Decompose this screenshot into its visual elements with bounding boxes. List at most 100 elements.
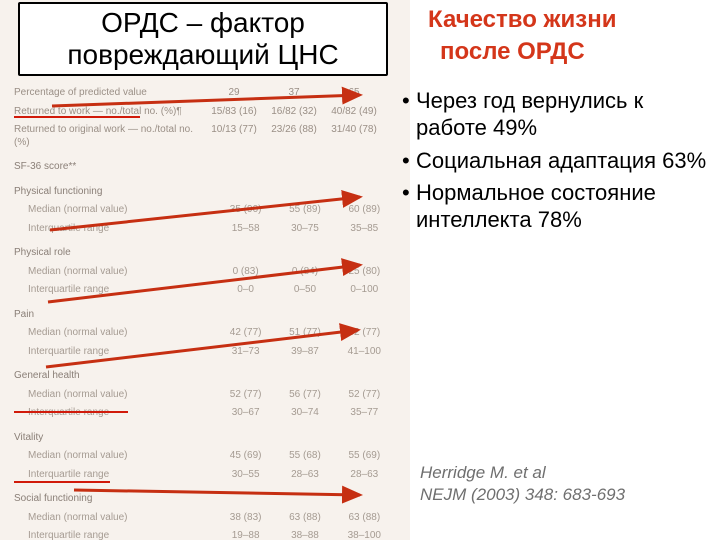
row-cell: 16/82 (32) (264, 106, 324, 119)
row-cell: 55 (68) (275, 450, 334, 463)
table-row: Returned to original work — no./total no… (14, 121, 394, 152)
row-label: Median (normal value) (28, 512, 216, 525)
row-cell: 52 (77) (216, 389, 275, 402)
row-cell: 41–100 (335, 346, 394, 359)
row-cell: 15/83 (16) (204, 106, 264, 119)
table-row: SF-36 score** (14, 158, 394, 177)
callout-box: ОРДС – фактор повреждающий ЦНС (18, 2, 388, 76)
table-row: Returned to work — no./total no. (%)¶15/… (14, 103, 394, 122)
row-cell: 38–100 (335, 530, 394, 540)
row-cell: 30–55 (216, 469, 275, 482)
row-label: Physical functioning (14, 186, 204, 199)
row-cell: 30–75 (275, 223, 334, 236)
row-label: Median (normal value) (28, 450, 216, 463)
table-row: Interquartile range31–7339–8741–100 (14, 343, 394, 362)
row-cell: 29 (204, 87, 264, 100)
row-cell: 0–100 (335, 284, 394, 297)
row-cell: 30–74 (275, 407, 334, 420)
row-cell: 25 (80) (335, 266, 394, 279)
row-cell: 39–87 (275, 346, 334, 359)
row-cell: 28–63 (335, 469, 394, 482)
row-label: Median (normal value) (28, 389, 216, 402)
table-row: Vitality (14, 429, 394, 448)
row-label: Social functioning (14, 493, 204, 506)
row-label: Returned to work — no./total no. (%)¶ (14, 106, 204, 119)
row-cell: 52 (77) (335, 389, 394, 402)
row-label: Interquartile range (28, 223, 216, 236)
row-cell: 38 (83) (216, 512, 275, 525)
table-row: Physical role (14, 244, 394, 263)
row-label: Pain (14, 309, 204, 322)
row-cell: 63 (88) (335, 512, 394, 525)
bullet-item: Социальная адаптация 63% (416, 148, 712, 175)
bullet-text: Нормальное состояние интеллекта 78% (416, 180, 656, 232)
row-label: Interquartile range (28, 346, 216, 359)
table-row: Median (normal value)45 (69)55 (68)55 (6… (14, 447, 394, 466)
citation-line1: Herridge M. et al (420, 462, 625, 484)
row-cell: 35 (90) (216, 204, 275, 217)
row-cell: 35–85 (335, 223, 394, 236)
row-cell: 55 (69) (335, 450, 394, 463)
table-row: Physical functioning (14, 183, 394, 202)
table-row: Interquartile range30–6730–7435–77 (14, 404, 394, 423)
citation: Herridge M. et al NEJM (2003) 348: 683-6… (420, 462, 625, 506)
row-label: Interquartile range (28, 530, 216, 540)
row-cell: 62 (77) (335, 327, 394, 340)
row-cell: 65 (324, 87, 384, 100)
row-cell: 31/40 (78) (324, 124, 384, 149)
row-label: Interquartile range (28, 284, 216, 297)
table-row: Interquartile range0–00–500–100 (14, 281, 394, 300)
table-row: Interquartile range15–5830–7535–85 (14, 220, 394, 239)
row-cell: 19–88 (216, 530, 275, 540)
row-cell: 23/26 (88) (264, 124, 324, 149)
row-cell: 28–63 (275, 469, 334, 482)
row-cell: 31–73 (216, 346, 275, 359)
table-row: Median (normal value)52 (77)56 (77)52 (7… (14, 386, 394, 405)
bullet-list: Через год вернулись к работе 49% Социальн… (402, 88, 712, 240)
row-cell: 0 (83) (216, 266, 275, 279)
table-row: Interquartile range19–8838–8838–100 (14, 527, 394, 540)
table-row: General health (14, 367, 394, 386)
row-label: Interquartile range (28, 407, 216, 420)
table-row: Median (normal value)38 (83)63 (88)63 (8… (14, 509, 394, 528)
row-cell: 63 (88) (275, 512, 334, 525)
row-label: Returned to original work — no./total no… (14, 124, 204, 149)
slide-title-line2: после ОРДС (440, 38, 585, 66)
row-label: Median (normal value) (28, 204, 216, 217)
row-cell: 40/82 (49) (324, 106, 384, 119)
row-cell: 38–88 (275, 530, 334, 540)
row-cell: 45 (69) (216, 450, 275, 463)
bullet-text: Через год вернулись к работе 49% (416, 88, 643, 140)
right-pane (410, 0, 720, 540)
table-row: Median (normal value)0 (83)0 (84)25 (80) (14, 263, 394, 282)
row-cell: 60 (89) (335, 204, 394, 217)
row-cell: 0 (84) (275, 266, 334, 279)
row-cell: 30–67 (216, 407, 275, 420)
table-row: Percentage of predicted value293765 (14, 84, 394, 103)
table-row: Interquartile range30–5528–6328–63 (14, 466, 394, 485)
table-row: Median (normal value)35 (90)55 (89)60 (8… (14, 201, 394, 220)
slide-title-line1: Качество жизни (428, 6, 616, 34)
row-cell: 35–77 (335, 407, 394, 420)
row-cell: 37 (264, 87, 324, 100)
table-row: Social functioning (14, 490, 394, 509)
row-label: Physical role (14, 247, 204, 260)
row-cell: 51 (77) (275, 327, 334, 340)
citation-line2: NEJM (2003) 348: 683-693 (420, 484, 625, 506)
bullet-text: Социальная адаптация 63% (416, 148, 706, 173)
row-label: SF-36 score** (14, 161, 204, 174)
table-row: Median (normal value)42 (77)51 (77)62 (7… (14, 324, 394, 343)
row-label: Interquartile range (28, 469, 216, 482)
row-cell: 15–58 (216, 223, 275, 236)
row-label: Median (normal value) (28, 266, 216, 279)
row-label: General health (14, 370, 204, 383)
table-row: Pain (14, 306, 394, 325)
row-cell: 42 (77) (216, 327, 275, 340)
row-label: Vitality (14, 432, 204, 445)
left-pane: Percentage of predicted value293765Retur… (0, 0, 410, 540)
row-cell: 0–0 (216, 284, 275, 297)
bullet-item: Через год вернулись к работе 49% (416, 88, 712, 142)
callout-text: ОРДС – фактор повреждающий ЦНС (26, 7, 380, 71)
row-cell: 0–50 (275, 284, 334, 297)
background-sf36-table: Percentage of predicted value293765Retur… (14, 84, 394, 540)
